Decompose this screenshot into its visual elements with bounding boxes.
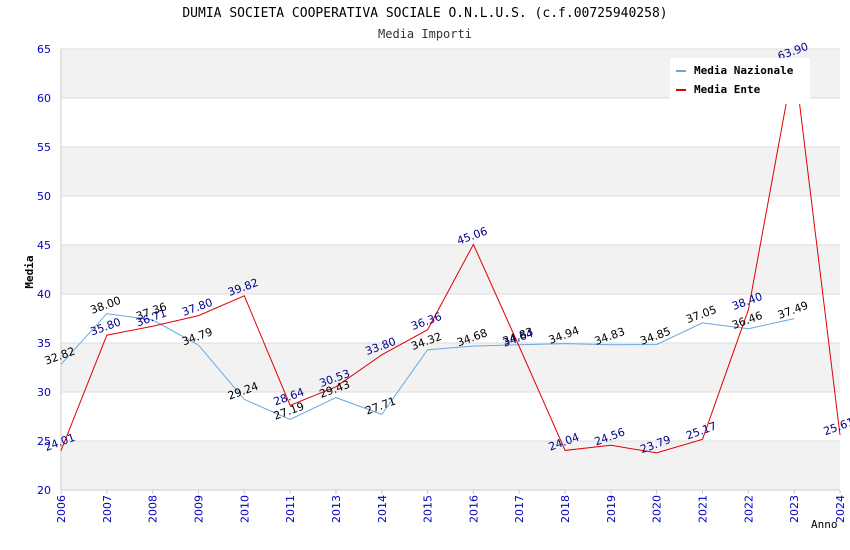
series-lines [60,59,841,454]
x-tick-label: 2015 [422,495,435,523]
y-tick-label: 45 [37,239,51,252]
data-label: 25.61 [822,415,850,438]
legend-item-media-ente: Media Ente [676,83,760,96]
legend-swatch-media-nazionale [676,70,686,72]
series-line-media-ente [60,59,841,454]
plot-band [61,245,840,294]
data-label: 35.80 [89,315,123,338]
y-tick-labels: 20 25 30 35 40 45 50 55 60 65 [37,43,51,497]
y-tick-label: 35 [37,337,51,350]
x-tick-label: 2019 [605,495,618,523]
plot-bands [61,49,840,490]
x-tick-label: 2020 [651,495,664,523]
x-tick-label: 2013 [330,495,343,523]
x-tick-label: 2010 [238,495,251,523]
x-tick-label: 2007 [101,495,114,523]
legend-label: Media Ente [694,83,761,96]
y-tick-label: 50 [37,190,51,203]
data-label: 37.05 [684,303,718,326]
y-tick-label: 25 [37,435,51,448]
grid-lines [61,48,840,491]
plot-band [61,441,840,490]
x-tick-label: 2021 [697,495,710,523]
series-line-media-nazionale [60,313,795,421]
x-tick-label: 2014 [376,495,389,523]
x-tick-label: 2018 [559,495,572,523]
x-tick-label: 2023 [788,495,801,523]
plot-band [61,343,840,392]
data-label: 38.00 [89,294,123,317]
chart-subtitle: Media Importi [378,27,472,41]
chart-title: DUMIA SOCIETA COOPERATIVA SOCIALE O.N.L.… [182,6,668,21]
x-tick-label: 2008 [147,495,160,523]
y-tick-label: 55 [37,141,51,154]
y-tick-label: 65 [37,43,51,56]
x-tick-label: 2024 [834,495,847,523]
y-axis-label: Media [23,255,36,288]
legend: Media Nazionale Media Ente [670,58,810,104]
x-tick-label: 2011 [284,495,297,523]
x-tick-label: 2017 [513,495,526,523]
data-label: 37.80 [180,296,214,319]
data-label: 25.17 [684,420,718,443]
y-tick-label: 30 [37,386,51,399]
data-label: 45.06 [455,225,489,248]
x-tick-label: 2006 [55,495,68,523]
x-tick-labels: 2006 2007 2008 2009 2010 2011 2013 2014 2015 2016… [55,495,847,523]
y-tick-label: 60 [37,92,51,105]
axes [60,49,841,494]
plot-band [61,147,840,196]
x-tick-label: 2009 [192,495,205,523]
legend-label: Media Nazionale [694,64,794,77]
x-axis-label: Anno [811,518,838,531]
x-tick-label: 2016 [467,495,480,523]
legend-item-media-nazionale: Media Nazionale [676,64,793,77]
x-tick-label: 2022 [742,495,755,523]
y-tick-label: 20 [37,484,51,497]
legend-swatch-media-ente [676,89,686,91]
y-tick-label: 40 [37,288,51,301]
